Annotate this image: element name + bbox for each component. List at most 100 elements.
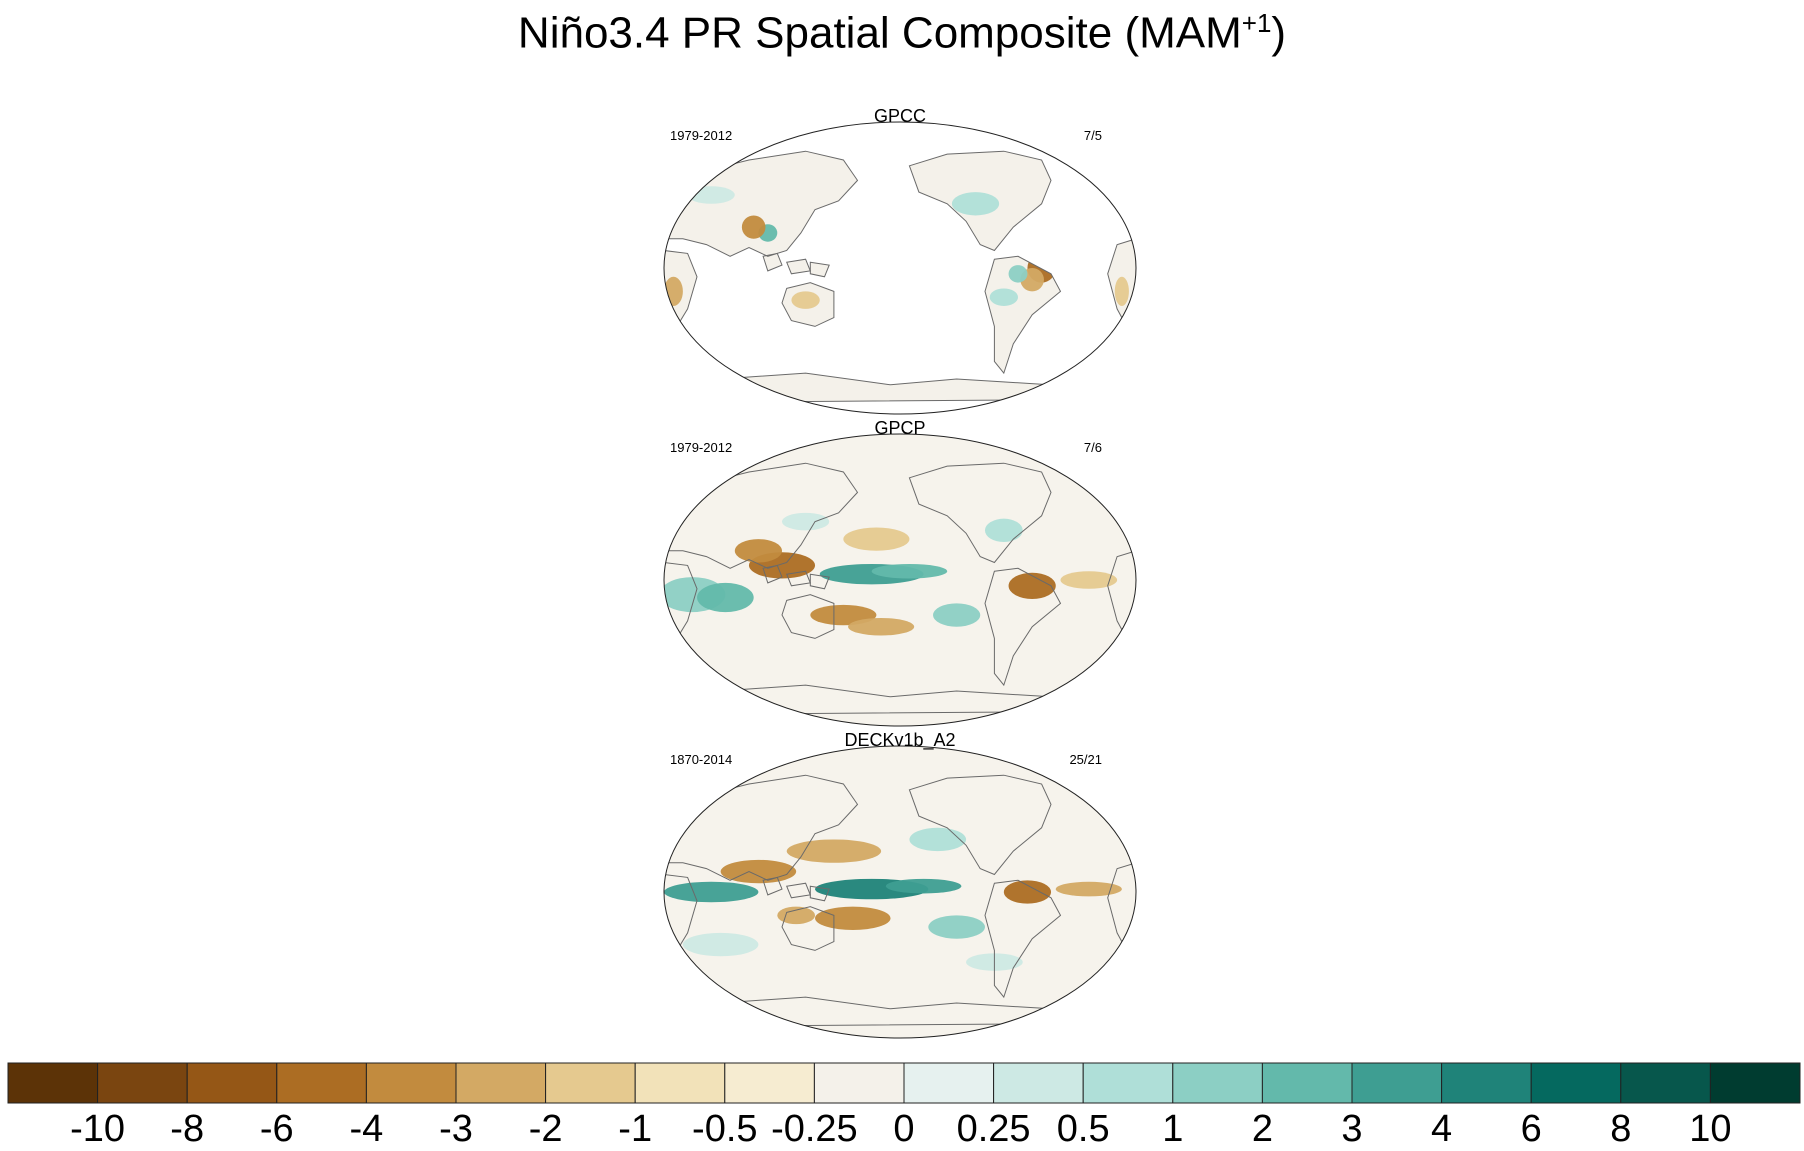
anomaly-region (687, 186, 735, 204)
coastline (664, 150, 859, 257)
chart-title-close: ) (1271, 8, 1287, 58)
coastline (908, 150, 1052, 252)
anomaly-region (697, 582, 754, 613)
colorbar-swatch (365, 1062, 457, 1104)
panel-event-count: 7/5 (1083, 128, 1102, 143)
panel-title: GPCC (873, 106, 926, 126)
anomaly-region (984, 518, 1023, 543)
colorbar-tick-label: 1 (1162, 1108, 1184, 1150)
anomaly-region (848, 617, 915, 636)
coastline (1107, 238, 1136, 328)
anomaly-region (928, 915, 985, 939)
coastline (781, 282, 835, 327)
anomaly-region (791, 291, 820, 309)
anomaly-region (989, 288, 1018, 306)
map-svg-deckv1b (663, 745, 1137, 1039)
anomaly-region (933, 603, 981, 627)
anomaly-region (682, 932, 759, 957)
map-border (663, 433, 1137, 727)
coastline (781, 906, 835, 951)
map-panel-gpcp: GPCP 1979-2012 7/6 (660, 418, 1140, 730)
panel-title: GPCP (874, 418, 926, 438)
colorbar-tick-label: -8 (170, 1108, 205, 1150)
anomaly-region (1008, 265, 1028, 283)
anomaly-region (871, 563, 948, 579)
colorbar-tick-label: -1 (618, 1108, 653, 1150)
colorbar-swatch (455, 1062, 547, 1104)
coastline (1107, 862, 1136, 952)
colorbar-tick-label: 6 (1520, 1108, 1542, 1150)
anomaly-region (777, 906, 816, 925)
coastline (664, 873, 698, 957)
colorbar-tick-label: 0 (893, 1108, 915, 1150)
coastline (762, 252, 783, 272)
colorbar-swatch (903, 1062, 995, 1104)
panel-title: DECKv1b_A2 (844, 730, 956, 750)
anomaly-region (782, 512, 830, 531)
coastline (908, 462, 1052, 564)
coastline (984, 567, 1062, 687)
coastline (664, 462, 859, 569)
anomaly-region (1003, 880, 1052, 904)
coastline (1107, 550, 1136, 640)
coastline (984, 255, 1062, 375)
coastline (664, 561, 698, 645)
colorbar-tick-label: -0.5 (692, 1108, 758, 1150)
coastline (809, 573, 830, 590)
anomaly-region (1008, 572, 1056, 599)
coastline (762, 564, 783, 584)
colorbar-tick-label: 4 (1431, 1108, 1453, 1150)
colorbar-tick-label: -2 (528, 1108, 563, 1150)
colorbar-swatch (545, 1062, 636, 1104)
anomaly-region (815, 906, 891, 930)
map-panel-gpcc: GPCC 1979-2012 7/5 (660, 106, 1140, 418)
coastline (664, 249, 698, 333)
colorbar-tick-label: 0.25 (956, 1108, 1031, 1150)
anomaly-region (1055, 881, 1122, 897)
colorbar-swatch (186, 1062, 278, 1104)
colorbar-tick-label: -0.25 (771, 1108, 858, 1150)
map-border (663, 121, 1137, 415)
colorbar-swatch (1351, 1062, 1443, 1104)
colorbar-tick-label: -6 (259, 1108, 294, 1150)
panel-period: 1979-2012 (670, 128, 733, 143)
land-fill (786, 259, 811, 274)
anomaly-region (734, 539, 782, 563)
colorbar-swatch (993, 1062, 1084, 1104)
anomaly-region (843, 527, 910, 551)
anomaly-region (951, 192, 1000, 216)
anomaly-region (786, 839, 882, 863)
map-svg-gpcp (663, 433, 1137, 727)
land-fill (810, 262, 830, 277)
map-border (663, 745, 1137, 1039)
anomaly-region (741, 215, 766, 239)
anomaly-region (885, 878, 962, 894)
colorbar-swatch (1261, 1062, 1353, 1104)
anomaly-region (664, 881, 759, 903)
panel-period: 1979-2012 (670, 440, 733, 455)
colorbar-swatch (1441, 1062, 1532, 1104)
coastline (984, 879, 1062, 999)
colorbar-swatch (634, 1062, 726, 1104)
anomaly-region (909, 827, 967, 852)
colorbar-swatch (1709, 1062, 1801, 1104)
coastline (809, 261, 830, 278)
colorbar-tick-label: 8 (1610, 1108, 1632, 1150)
colorbar-tick-label: 3 (1341, 1108, 1363, 1150)
colorbar (7, 1062, 1801, 1104)
panel-event-count: 25/21 (1069, 752, 1102, 767)
map-panel-deckv1b: DECKv1b_A2 1870-2014 25/21 (660, 730, 1140, 1042)
panel-period: 1870-2014 (670, 752, 733, 767)
colorbar-swatch (7, 1062, 99, 1104)
coastline (781, 594, 835, 639)
colorbar-swatch (276, 1062, 367, 1104)
coastline (762, 876, 783, 896)
colorbar-swatch (1172, 1062, 1263, 1104)
colorbar-swatch (1082, 1062, 1174, 1104)
anomaly-region (1060, 571, 1118, 589)
chart-title: Niño3.4 PR Spatial Composite (MAM+1) (0, 8, 1804, 59)
coastline (908, 774, 1052, 876)
map-ocean (664, 122, 1136, 414)
land-fill (711, 373, 1089, 403)
colorbar-swatch (724, 1062, 815, 1104)
